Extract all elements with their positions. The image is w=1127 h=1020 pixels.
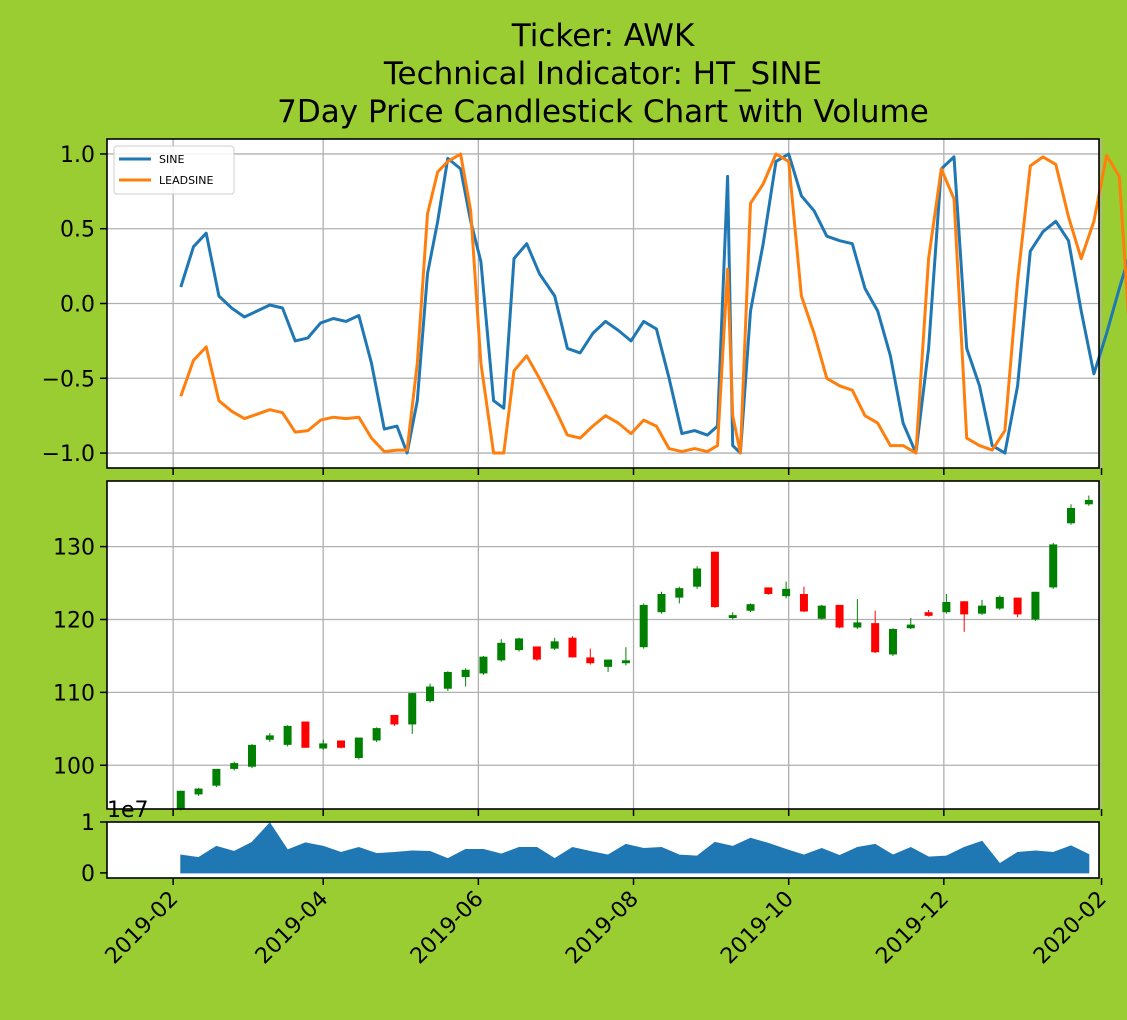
candle-body-49	[1049, 544, 1058, 588]
candle-body-41	[906, 624, 915, 629]
candle-body-46	[995, 596, 1004, 609]
series-line-leadsine	[179, 152, 1127, 455]
candle-body-21	[550, 641, 559, 649]
candle-body-4	[247, 744, 256, 767]
candle-body-50	[1067, 507, 1076, 524]
indicator-ytick-label-0: −1.0	[42, 442, 95, 467]
candle-body-6	[283, 725, 292, 745]
candle-body-34	[782, 588, 791, 597]
candle-body-37	[835, 604, 844, 628]
candle-body-1	[194, 788, 203, 795]
volume-area	[180, 822, 1090, 874]
price-grid	[107, 481, 1103, 809]
candle-body-40	[888, 628, 897, 655]
volume-area-fill	[180, 822, 1090, 874]
candle-body-19	[515, 638, 524, 651]
price-panel: 100 110 120 130	[53, 480, 1103, 816]
candle-body-17	[479, 656, 488, 674]
price-ytick-label-0: 100	[53, 754, 95, 779]
candle-body-38	[853, 622, 862, 628]
candle-body-20	[532, 646, 541, 660]
candle-body-9	[337, 740, 346, 748]
price-frame	[106, 480, 1100, 810]
candle-body-5	[265, 735, 274, 740]
candle-body-29	[693, 568, 702, 587]
indicator-panel: −1.0 −0.5 0.0 0.5 1.0 SINE LEADSINE	[42, 138, 1127, 475]
candle-body-8	[319, 743, 328, 749]
title-line-3: 7Day Price Candlestick Chart with Volume	[277, 94, 929, 130]
candle-body-26	[639, 604, 648, 648]
indicator-ytick-label-4: 1.0	[60, 143, 95, 168]
volume-ytick-label-0: 0	[81, 862, 95, 887]
candle-body-7	[301, 721, 310, 748]
candle-body-36	[817, 605, 826, 619]
candle-body-16	[461, 669, 470, 678]
legend-label-leadsine: LEADSINE	[159, 174, 214, 187]
candle-body-25	[621, 660, 630, 664]
candle-body-51	[1084, 499, 1093, 505]
series-line-sine	[179, 152, 1127, 455]
volume-y-ticks: 01	[81, 811, 107, 887]
candle-body-27	[657, 593, 666, 613]
price-ytick-label-3: 130	[53, 536, 95, 561]
candle-body-12	[390, 714, 399, 725]
candle-body-35	[799, 593, 808, 612]
candle-body-11	[372, 728, 381, 741]
volume-ytick-label-1: 1	[81, 811, 95, 836]
candle-body-18	[497, 642, 506, 661]
indicator-ytick-label-3: 0.5	[60, 218, 95, 243]
volume-frame	[106, 821, 1100, 879]
candle-body-28	[675, 588, 684, 598]
candle-body-39	[871, 623, 880, 653]
legend-label-sine: SINE	[159, 153, 184, 166]
price-plot-area	[107, 481, 1099, 809]
candle-body-3	[230, 763, 239, 769]
candle-body-24	[604, 659, 613, 667]
candle-body-48	[1031, 591, 1040, 620]
candle-body-33	[764, 587, 773, 594]
price-ytick-label-1: 110	[53, 681, 95, 706]
indicator-ytick-label-1: −0.5	[42, 367, 95, 392]
candle-body-31	[728, 615, 737, 619]
candle-body-45	[977, 605, 986, 614]
price-ytick-label-2: 120	[53, 608, 95, 633]
price-y-ticks: 100 110 120 130	[53, 536, 107, 779]
indicator-y-ticks: −1.0 −0.5 0.0 0.5 1.0	[42, 143, 107, 467]
candle-body-23	[586, 657, 595, 664]
price-candles	[176, 495, 1093, 811]
candle-body-32	[746, 604, 755, 611]
legend: SINE LEADSINE	[113, 145, 235, 195]
candle-body-30	[710, 551, 719, 608]
candle-body-44	[960, 601, 969, 615]
candle-body-14	[426, 686, 435, 702]
indicator-x-tick-marks	[172, 468, 1103, 475]
candle-body-22	[568, 637, 577, 658]
volume-scale-label: 1e7	[107, 798, 149, 823]
candle-body-47	[1013, 597, 1022, 615]
candle-body-2	[212, 768, 221, 786]
candle-body-42	[924, 612, 933, 616]
candle-body-0	[176, 790, 185, 809]
indicator-ytick-label-2: 0.0	[60, 293, 95, 318]
indicator-grid	[107, 139, 1103, 468]
candle-body-15	[443, 671, 452, 689]
candle-body-10	[354, 737, 363, 758]
title-line-2: Technical Indicator: HT_SINE	[383, 56, 822, 92]
candle-body-13	[408, 693, 417, 725]
title-line-1: Ticker: AWK	[511, 18, 695, 54]
price-x-tick-marks	[172, 809, 1103, 816]
candle-body-43	[942, 601, 951, 613]
indicator-lines	[179, 152, 1127, 455]
